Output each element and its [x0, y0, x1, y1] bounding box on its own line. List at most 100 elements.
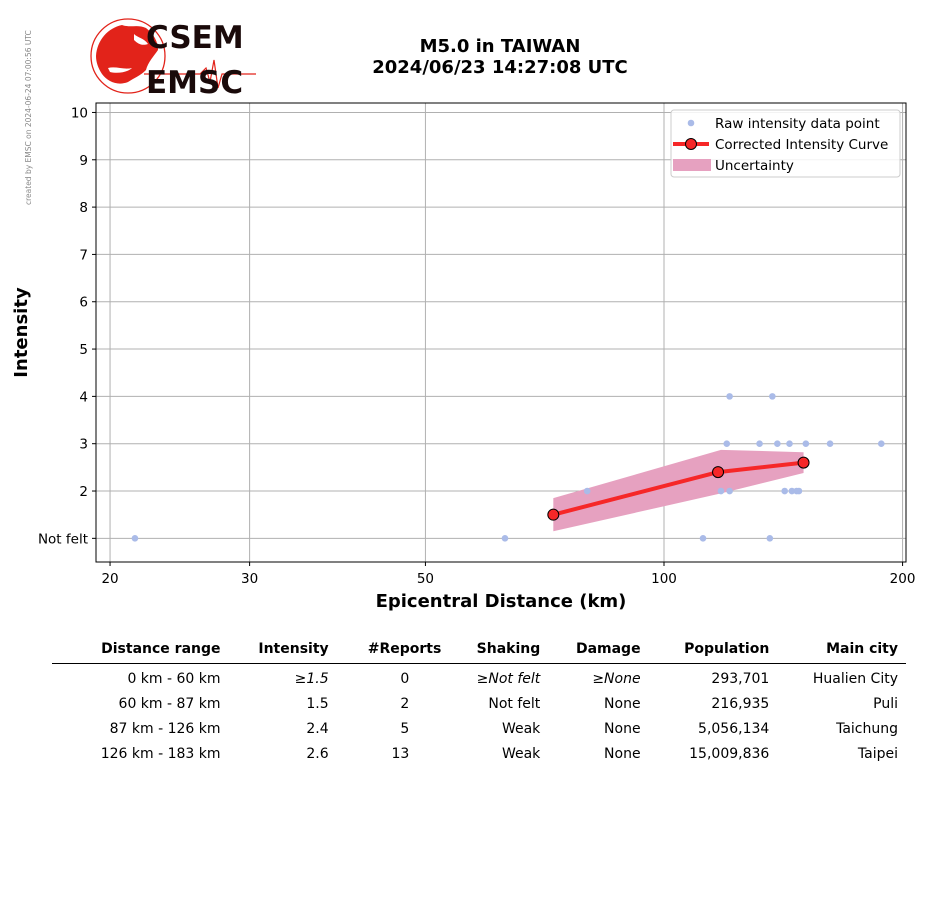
- raw-data-point: [699, 535, 707, 542]
- y-tick-label: 6: [79, 295, 88, 311]
- raw-data-point: [726, 487, 733, 495]
- y-tick-label: 3: [79, 437, 88, 453]
- header-reports: #Reports: [336, 640, 450, 664]
- axis-ticks: 20 30 50 100 200 Not felt 2 3 4 5 6 7 8 9 10: [38, 105, 916, 587]
- curve-marker: [797, 456, 810, 469]
- raw-data-point: [131, 535, 139, 542]
- table-row: 87 km - 126 km 2.4 5 Weak None 5,056,134…: [52, 716, 906, 741]
- cell-shaking: Weak: [501, 745, 541, 762]
- title-line-1: M5.0 in TAIWAN: [419, 36, 581, 57]
- cell-population: 5,056,134: [698, 720, 770, 737]
- cell-reports: 0: [400, 670, 410, 687]
- y-tick-label: Not felt: [38, 531, 88, 547]
- raw-data-point: [769, 393, 776, 400]
- y-tick-label: 7: [79, 247, 88, 263]
- cell-distance-range: 126 km - 183 km: [100, 745, 221, 762]
- emsc-logo: CSEM EMSC: [88, 16, 258, 101]
- header-shaking: Shaking: [449, 640, 549, 664]
- raw-data-point: [802, 440, 810, 448]
- cell-population: 293,701: [711, 670, 770, 687]
- legend-uncertainty-swatch: [673, 159, 711, 171]
- raw-data-point: [786, 440, 793, 448]
- cell-damage: None: [604, 745, 641, 762]
- table-row: 0 km - 60 km ≥1.5 0 ≥Not felt ≥None 293,…: [52, 664, 906, 692]
- table-row: 60 km - 87 km 1.5 2 Not felt None 216,93…: [52, 691, 906, 716]
- cell-reports: 2: [400, 695, 410, 712]
- cell-population: 15,009,836: [689, 745, 770, 762]
- y-tick-label: 10: [71, 105, 88, 121]
- y-axis-label: Intensity: [11, 287, 32, 378]
- x-tick-label: 100: [651, 571, 677, 587]
- raw-data-point: [717, 487, 725, 495]
- header-intensity: Intensity: [228, 640, 337, 664]
- cell-main-city: Taipei: [857, 745, 898, 762]
- cell-reports: 5: [400, 720, 410, 737]
- header-distance-range: Distance range: [52, 640, 229, 664]
- header-damage: Damage: [548, 640, 649, 664]
- x-tick-label: 30: [241, 571, 258, 587]
- legend: Raw intensity data point Corrected Inten…: [670, 109, 901, 178]
- header-population: Population: [648, 640, 778, 664]
- raw-data-point: [877, 440, 885, 448]
- x-tick-label: 20: [101, 571, 118, 587]
- legend-curve-label: Corrected Intensity Curve: [715, 137, 888, 153]
- curve-marker: [712, 466, 725, 479]
- cell-intensity: 1.5: [306, 695, 329, 712]
- x-axis-label: Epicentral Distance (km): [376, 591, 627, 612]
- chart-title: M5.0 in TAIWAN 2024/06/23 14:27:08 UTC: [300, 36, 700, 78]
- cell-damage: None: [604, 720, 641, 737]
- cell-reports: 13: [391, 745, 410, 762]
- cell-shaking: Not felt: [488, 695, 541, 712]
- x-tick-label: 200: [890, 571, 916, 587]
- legend-box: [670, 109, 901, 178]
- cell-intensity: ≥1.5: [294, 670, 329, 687]
- intensity-chart: 20 30 50 100 200 Not felt 2 3 4 5 6 7 8 9 10 Epicentra…: [11, 102, 916, 612]
- raw-data-point: [501, 535, 509, 542]
- y-tick-label: 2: [79, 484, 88, 500]
- curve-group: [547, 456, 810, 521]
- cell-main-city: Puli: [873, 695, 898, 712]
- cell-damage: None: [604, 695, 641, 712]
- raw-data-point: [774, 440, 781, 448]
- cell-main-city: Hualien City: [812, 670, 898, 687]
- raw-data-point: [788, 487, 796, 495]
- cell-distance-range: 60 km - 87 km: [118, 695, 221, 712]
- y-tick-label: 9: [79, 153, 88, 169]
- legend-curve-marker: [685, 138, 697, 150]
- cell-distance-range: 0 km - 60 km: [127, 670, 221, 687]
- cell-damage: ≥None: [592, 670, 641, 687]
- y-tick-label: 5: [79, 342, 88, 358]
- cell-intensity: 2.4: [306, 720, 329, 737]
- raw-data-point: [723, 440, 731, 448]
- cell-shaking: ≥Not felt: [476, 670, 541, 687]
- header-main-city: Main city: [777, 640, 906, 664]
- raw-data-point: [826, 440, 834, 448]
- cell-distance-range: 87 km - 126 km: [109, 720, 221, 737]
- plot-frame: [95, 102, 907, 563]
- curve-marker: [547, 508, 560, 521]
- raw-data-point: [583, 487, 591, 495]
- title-line-2: 2024/06/23 14:27:08 UTC: [372, 57, 628, 78]
- legend-raw-label: Raw intensity data point: [715, 116, 880, 132]
- table-row: 126 km - 183 km 2.6 13 Weak None 15,009,…: [52, 741, 906, 766]
- raw-data-point: [795, 487, 803, 495]
- x-tick-label: 50: [417, 571, 434, 587]
- credit-label: created by EMSC on 2024-06-24 07:00:56 U…: [24, 30, 33, 205]
- credit-text: created by EMSC on 2024-06-24 07:00:56 U…: [22, 12, 34, 212]
- y-tick-label: 4: [79, 389, 88, 405]
- table-header-row: Distance range Intensity #Reports Shakin…: [52, 640, 906, 664]
- legend-raw-marker: [687, 119, 695, 127]
- raw-data-point: [766, 535, 774, 542]
- raw-data-point: [726, 393, 733, 400]
- raw-data-point: [756, 440, 763, 448]
- intensity-summary-table: Distance range Intensity #Reports Shakin…: [52, 640, 906, 766]
- cell-population: 216,935: [711, 695, 770, 712]
- cell-main-city: Taichung: [836, 720, 898, 737]
- raw-data-point: [781, 487, 788, 495]
- cell-shaking: Weak: [501, 720, 541, 737]
- logo-bottom-text: EMSC: [146, 65, 243, 98]
- raw-points-group: [131, 393, 885, 542]
- legend-uncertainty-label: Uncertainty: [715, 158, 794, 174]
- cell-intensity: 2.6: [306, 745, 329, 762]
- logo-top-text: CSEM: [146, 20, 244, 56]
